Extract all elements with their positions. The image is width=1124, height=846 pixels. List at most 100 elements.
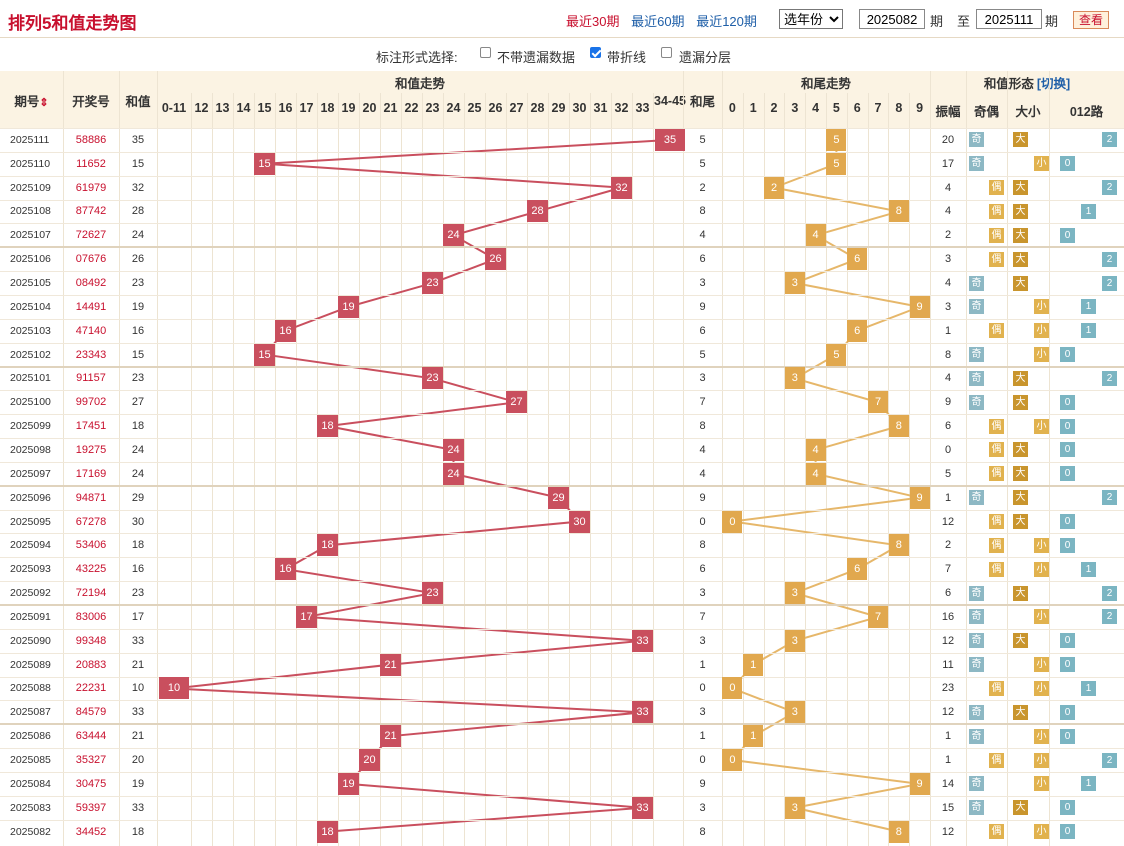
tail-mark: 1 — [743, 725, 764, 748]
even-badge: 偶 — [989, 203, 1004, 219]
header-tail-col: 8 — [895, 101, 903, 115]
header-tail-col: 4 — [812, 101, 820, 115]
even-badge: 偶 — [989, 251, 1004, 267]
draw-number-cell: 94871 — [75, 491, 107, 504]
from-period-input[interactable] — [859, 9, 925, 29]
sum-mark: 28 — [527, 200, 548, 223]
small-badge: 小 — [1034, 657, 1049, 673]
sum-mark: 19 — [338, 295, 359, 318]
col-divider — [359, 93, 360, 846]
link-recent-120[interactable]: 最近120期 — [696, 14, 757, 29]
tail-mark: 9 — [909, 486, 930, 509]
header-sum-col: 0-11 — [161, 101, 187, 115]
tail-cell: 5 — [699, 348, 706, 361]
tail-cell: 7 — [699, 396, 706, 409]
period-cell: 2025085 — [10, 754, 51, 767]
route-badge: 0 — [1060, 418, 1075, 434]
route-badge: 1 — [1081, 776, 1096, 792]
amplitude-cell: 17 — [941, 157, 955, 170]
header-tail-col: 5 — [832, 101, 840, 115]
link-recent-60[interactable]: 最近60期 — [631, 14, 685, 29]
route-badge: 2 — [1102, 180, 1117, 196]
amplitude-cell: 1 — [944, 324, 952, 337]
link-recent-30[interactable]: 最近30期 — [566, 14, 620, 29]
period-cell: 2025091 — [10, 610, 51, 623]
sum-mark: 10 — [159, 677, 189, 700]
col-divider — [1049, 71, 1050, 846]
sum-mark: 27 — [506, 391, 527, 414]
amplitude-cell: 20 — [941, 133, 955, 146]
header-sum-col: 23 — [425, 101, 440, 115]
query-button[interactable]: 查看 — [1073, 11, 1109, 29]
header-sum: 和值 — [125, 95, 151, 109]
draw-number-cell: 59397 — [75, 801, 107, 814]
sum-mark: 35 — [655, 128, 685, 151]
draw-number-cell: 99702 — [75, 396, 107, 409]
small-badge: 小 — [1034, 728, 1049, 744]
sum-cell: 35 — [131, 133, 145, 146]
header-sum-col: 14 — [236, 101, 251, 115]
header-tail-col: 0 — [728, 101, 736, 115]
year-select[interactable]: 选年份 — [779, 9, 843, 29]
miss-layer-checkbox[interactable] — [661, 47, 672, 58]
odd-badge: 奇 — [969, 156, 984, 172]
sum-cell: 19 — [131, 300, 145, 313]
small-badge: 小 — [1034, 299, 1049, 315]
period-cell: 2025086 — [10, 730, 51, 743]
tail-mark: 0 — [722, 677, 743, 700]
col-divider — [611, 93, 612, 846]
header-sum-col: 17 — [299, 101, 314, 115]
tail-cell: 4 — [699, 467, 706, 480]
sort-icon[interactable]: ⇕ — [39, 97, 49, 109]
tail-mark: 3 — [784, 272, 805, 295]
big-badge: 大 — [1013, 514, 1028, 530]
amplitude-cell: 1 — [944, 754, 952, 767]
to-label: 至 — [957, 14, 971, 29]
no-miss-label: 不带遗漏数据 — [497, 50, 576, 65]
col-divider — [422, 93, 423, 846]
header-sum-col: 27 — [509, 101, 524, 115]
sum-mark: 16 — [275, 558, 296, 581]
even-badge: 偶 — [989, 514, 1004, 530]
header-sum-col: 21 — [383, 101, 398, 115]
even-badge: 偶 — [989, 323, 1004, 339]
tail-cell: 5 — [699, 157, 706, 170]
route-badge: 1 — [1081, 561, 1096, 577]
header-sum-col: 33 — [635, 101, 650, 115]
tail-cell: 9 — [699, 300, 706, 313]
col-divider — [653, 93, 654, 846]
header-sum-col: 19 — [341, 101, 356, 115]
header-tail-trend: 和尾走势 — [800, 77, 851, 91]
amplitude-cell: 14 — [941, 777, 955, 790]
col-divider — [233, 93, 234, 846]
tail-mark: 8 — [888, 820, 909, 843]
row-separator — [0, 771, 1124, 773]
col-divider — [275, 93, 276, 846]
row-separator — [0, 390, 1124, 392]
amplitude-cell: 4 — [944, 181, 952, 194]
route-badge: 0 — [1060, 347, 1075, 363]
group-separator — [0, 604, 1124, 606]
odd-badge: 奇 — [969, 490, 984, 506]
header-tail: 和尾 — [689, 95, 715, 109]
sum-cell: 32 — [131, 181, 145, 194]
sum-mark: 23 — [422, 272, 443, 295]
route-badge: 2 — [1102, 609, 1117, 625]
header-form-label: 和值形态 — [983, 77, 1034, 91]
period-cell: 2025103 — [10, 324, 51, 337]
small-badge: 小 — [1034, 776, 1049, 792]
row-separator — [0, 748, 1124, 750]
no-miss-checkbox[interactable] — [480, 47, 491, 58]
switch-link[interactable]: [切换] — [1036, 77, 1071, 91]
odd-badge: 奇 — [969, 299, 984, 315]
route-badge: 0 — [1060, 466, 1075, 482]
period-cell: 2025106 — [10, 253, 51, 266]
to-period-input[interactable] — [976, 9, 1042, 29]
route-badge: 1 — [1081, 203, 1096, 219]
period-cell: 2025089 — [10, 658, 51, 671]
row-separator — [0, 581, 1124, 583]
amplitude-cell: 1 — [944, 730, 952, 743]
sum-mark: 18 — [317, 415, 338, 438]
polyline-checkbox[interactable] — [590, 47, 601, 58]
header-period[interactable]: 期号⇕ — [0, 91, 63, 110]
